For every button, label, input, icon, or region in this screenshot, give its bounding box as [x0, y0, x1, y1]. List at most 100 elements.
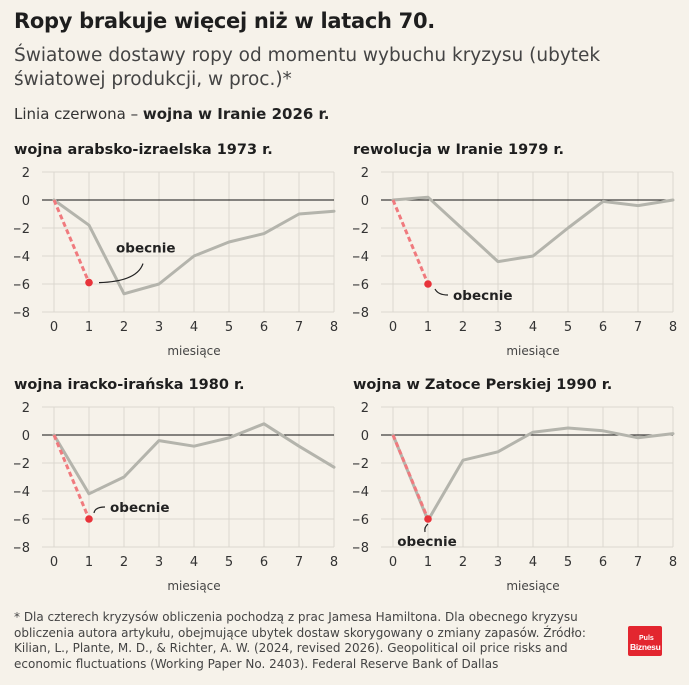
x-tick-label: 4 [190, 320, 198, 335]
x-tick-label: 0 [389, 555, 397, 570]
annotation-label: obecnie [397, 534, 457, 550]
x-tick-label: 8 [330, 555, 338, 570]
historical-series-line [391, 195, 675, 264]
y-tick-label: 2 [361, 166, 369, 181]
logo-text-1: Puls [639, 635, 654, 642]
y-tick-label: −6 [353, 278, 369, 293]
y-tick-label: 2 [361, 401, 369, 416]
y-tick-label: 0 [22, 429, 30, 444]
x-tick-label: 3 [155, 555, 163, 570]
current-series-line [391, 434, 430, 520]
annotation-label: obecnie [116, 241, 176, 257]
y-tick-label: −4 [353, 250, 369, 265]
annotation-arrow [98, 263, 144, 284]
current-series-line [52, 434, 91, 520]
annotation-arrow [424, 523, 429, 533]
x-tick-label: 1 [85, 555, 93, 570]
x-axis-label: miesiące [167, 344, 220, 358]
historical-series-line [52, 422, 336, 496]
x-tick-label: 5 [564, 555, 572, 570]
x-tick-label: 1 [424, 320, 432, 335]
annotation-arrow [93, 506, 106, 514]
page-subtitle: Światowe dostawy ropy od momentu wybuchu… [14, 45, 601, 90]
x-tick-label: 5 [564, 320, 572, 335]
x-axis-label: miesiące [506, 579, 559, 593]
x-tick-label: 2 [459, 555, 467, 570]
y-tick-label: −8 [353, 541, 369, 556]
chart-title: wojna arabsko-izraelska 1973 r. [14, 142, 273, 158]
x-tick-label: 8 [669, 320, 677, 335]
x-tick-label: 7 [634, 555, 642, 570]
annotation-arrow [434, 288, 449, 296]
chart-title: wojna w Zatoce Perskiej 1990 r. [353, 377, 613, 393]
chart-title: wojna iracko-irańska 1980 r. [14, 377, 245, 393]
y-tick-label: 0 [22, 194, 30, 209]
y-tick-label: 0 [361, 429, 369, 444]
historical-series-line [52, 198, 336, 296]
x-tick-label: 8 [330, 320, 338, 335]
y-tick-label: −4 [14, 250, 30, 265]
x-tick-label: 4 [190, 555, 198, 570]
footnote: * Dla czterech kryzysów obliczenia pocho… [14, 610, 586, 671]
chart-panel-1980: wojna iracko-irańska 1980 r. 2 0 −2 −4 −6 −8 0… [14, 377, 354, 593]
x-tick-label: 7 [634, 320, 642, 335]
annotation-label: obecnie [110, 500, 170, 516]
x-tick-label: 6 [599, 320, 607, 335]
x-tick-label: 3 [155, 320, 163, 335]
line-chart-1973: 2 0 −2 −4 −6 −8 0 1 2 3 4 5 6 7 8 miesiące obecnie [14, 166, 338, 358]
current-series-point [85, 515, 93, 523]
current-series-point [85, 278, 93, 287]
legend-note: Linia czerwona – wojna w Iranie 2026 r. [14, 105, 330, 123]
y-tick-label: −8 [14, 306, 30, 321]
x-tick-label: 0 [50, 555, 58, 570]
x-tick-label: 3 [494, 320, 502, 335]
chart-panel-1973: wojna arabsko-izraelska 1973 r. 2 0 −2 −4 −6… [14, 142, 354, 358]
y-tick-label: −2 [14, 222, 30, 237]
x-tick-label: 6 [599, 555, 607, 570]
x-tick-label: 5 [225, 555, 233, 570]
x-tick-label: 8 [669, 555, 677, 570]
logo-text-2: Biznesu [630, 642, 661, 652]
chart-title: rewolucja w Iranie 1979 r. [353, 142, 564, 158]
current-series-point [424, 515, 432, 523]
y-tick-label: −2 [353, 222, 369, 237]
y-tick-label: −8 [353, 306, 369, 321]
y-tick-label: 2 [22, 166, 30, 181]
x-tick-label: 0 [389, 320, 397, 335]
chart-panel-1979: rewolucja w Iranie 1979 r. 2 0 −2 −4 −6 −8 0 1 2… [353, 142, 689, 358]
current-series-line [391, 199, 430, 285]
legend-prefix: Linia czerwona – [14, 105, 143, 123]
y-tick-label: −2 [353, 457, 369, 472]
y-tick-label: −6 [14, 278, 30, 293]
page-title: Ropy brakuje więcej niż w latach 70. [14, 9, 435, 33]
x-tick-label: 1 [85, 320, 93, 335]
y-tick-label: −4 [14, 485, 30, 500]
historical-series-line [391, 426, 675, 522]
x-tick-label: 1 [424, 555, 432, 570]
x-tick-label: 3 [494, 555, 502, 570]
line-chart-1980: 2 0 −2 −4 −6 −8 0 1 2 3 4 5 6 7 8 miesiące obecnie [14, 401, 338, 593]
x-tick-label: 2 [120, 555, 128, 570]
x-tick-label: 5 [225, 320, 233, 335]
x-tick-label: 7 [295, 320, 303, 335]
x-tick-label: 2 [459, 320, 467, 335]
line-chart-1990: 2 0 −2 −4 −6 −8 0 1 2 3 4 5 6 7 8 miesiące obecnie [353, 401, 677, 593]
legend-current-war: wojna w Iranie 2026 r. [142, 105, 330, 123]
x-tick-label: 7 [295, 555, 303, 570]
y-tick-label: −6 [14, 513, 30, 528]
x-tick-label: 6 [260, 555, 268, 570]
y-tick-label: −4 [353, 485, 369, 500]
line-chart-1979: 2 0 −2 −4 −6 −8 0 1 2 3 4 5 6 7 8 miesiące obecnie [353, 166, 677, 358]
y-tick-label: 2 [22, 401, 30, 416]
y-tick-label: −2 [14, 457, 30, 472]
x-tick-label: 4 [529, 555, 537, 570]
x-tick-label: 6 [260, 320, 268, 335]
current-series-line [52, 199, 91, 284]
y-tick-label: 0 [361, 194, 369, 209]
x-tick-label: 4 [529, 320, 537, 335]
x-axis-label: miesiące [506, 344, 559, 358]
annotation-label: obecnie [453, 288, 513, 304]
puls-biznesu-logo: Puls Biznesu [628, 626, 662, 656]
x-axis-label: miesiące [167, 579, 220, 593]
current-series-point [424, 280, 432, 288]
